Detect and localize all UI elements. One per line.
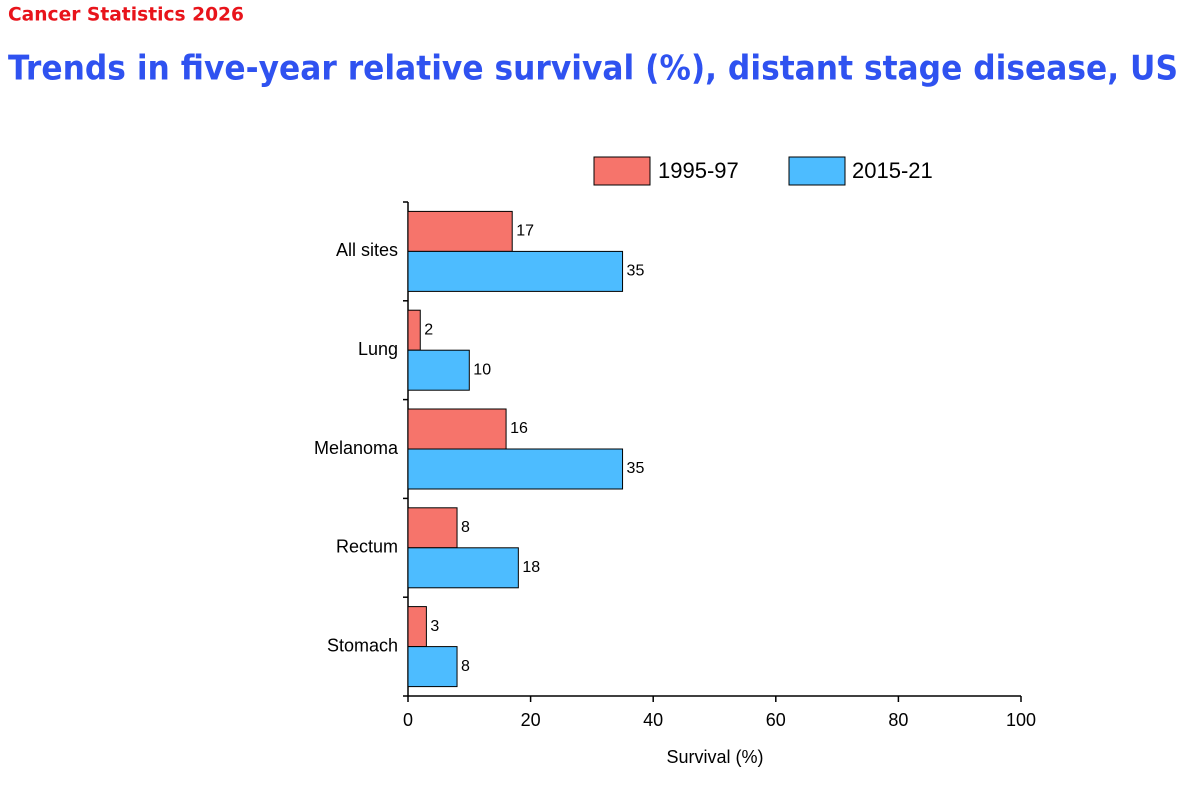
legend-swatch: [788, 156, 846, 186]
x-tick-label: 80: [888, 710, 908, 730]
x-tick-label: 100: [1006, 710, 1036, 730]
legend-label: 1995-97: [658, 158, 739, 183]
page-title: Trends in five-year relative survival (%…: [8, 49, 1178, 89]
bar: [407, 448, 624, 490]
bar: [407, 547, 519, 589]
x-tick-label: 0: [403, 710, 413, 730]
data-label: 2: [424, 321, 433, 338]
bar: [407, 250, 624, 292]
data-label: 18: [522, 559, 540, 576]
bar: [407, 309, 421, 351]
legend-swatch: [593, 156, 651, 186]
y-tick-label: Rectum: [336, 537, 398, 557]
y-tick-label: Lung: [358, 339, 398, 359]
bar: [407, 507, 458, 549]
x-axis-label: Survival (%): [666, 747, 763, 767]
data-label: 17: [516, 223, 534, 240]
y-tick-label: Melanoma: [314, 438, 399, 458]
data-label: 35: [627, 460, 645, 477]
legend-label: 2015-21: [852, 158, 933, 183]
data-label: 10: [473, 361, 491, 378]
y-tick-label: Stomach: [327, 635, 398, 655]
data-label: 3: [430, 618, 439, 635]
x-tick-label: 40: [643, 710, 663, 730]
bar: [407, 646, 458, 688]
x-tick-label: 60: [766, 710, 786, 730]
data-label: 35: [627, 263, 645, 280]
bar: [407, 408, 507, 450]
bar: [407, 210, 513, 252]
data-label: 8: [461, 658, 470, 675]
bar: [407, 606, 427, 648]
data-label: 8: [461, 519, 470, 536]
bar: [407, 349, 470, 391]
data-label: 16: [510, 420, 528, 437]
y-tick-label: All sites: [336, 240, 398, 260]
x-tick-label: 20: [521, 710, 541, 730]
kicker: Cancer Statistics 2026: [8, 4, 244, 26]
